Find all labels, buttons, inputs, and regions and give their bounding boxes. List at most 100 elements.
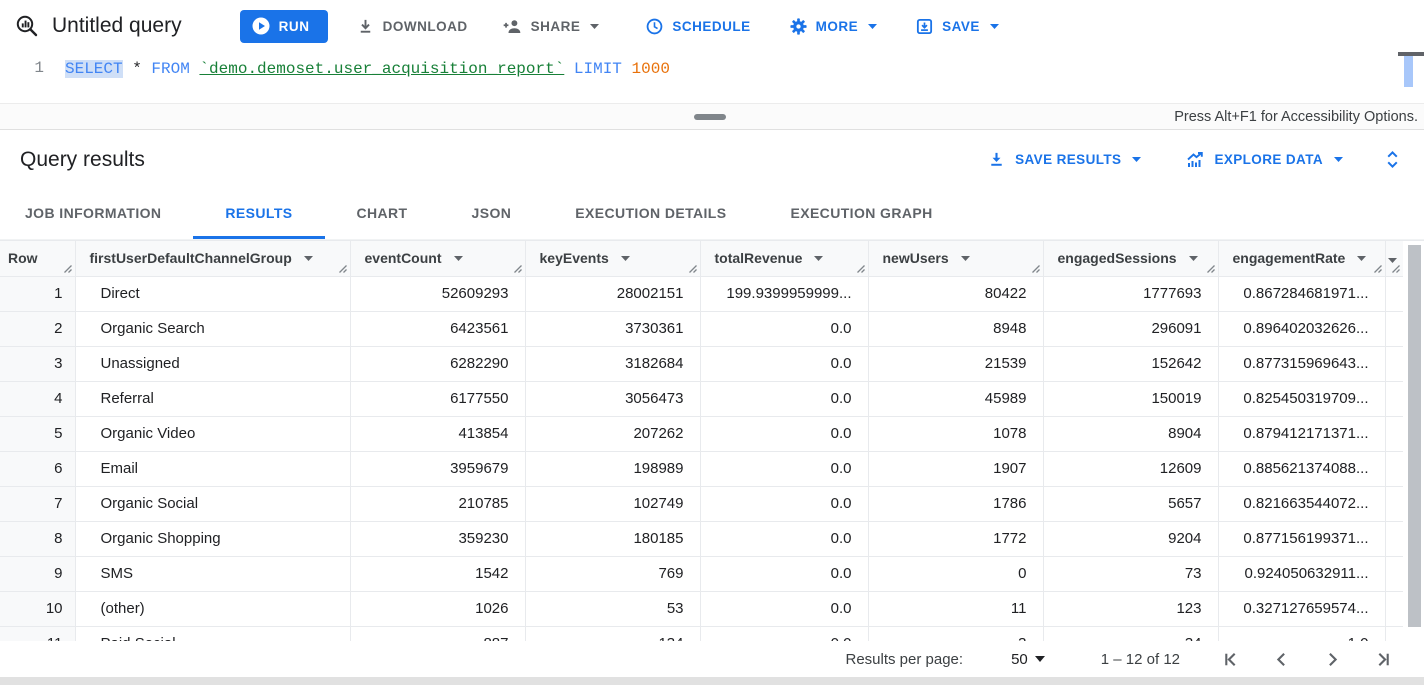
sql-code-line[interactable]: SELECT * FROM `demo.demoset.user_acquisi… [65, 58, 670, 80]
cell-eventCount: 3959679 [350, 451, 526, 487]
previous-page-button[interactable] [1271, 649, 1292, 670]
cell-partial [1385, 381, 1404, 417]
row-number: 6 [0, 451, 76, 487]
cell-partial [1385, 486, 1404, 522]
column-header-newUsers[interactable]: newUsers [868, 241, 1044, 277]
column-header-engagementRate[interactable]: engagementRate [1218, 241, 1386, 277]
caret-down-icon[interactable] [453, 255, 463, 261]
caret-down-icon[interactable] [1357, 255, 1367, 261]
cell-engagementRate: 0.877156199371... [1218, 521, 1386, 557]
explore-data-button[interactable]: EXPLORE DATA [1185, 150, 1343, 170]
cell-engagementRate: 0.327127659574... [1218, 591, 1386, 627]
cell-eventCount: 1542 [350, 556, 526, 592]
more-label: MORE [815, 18, 859, 34]
tab-results[interactable]: RESULTS [193, 189, 325, 239]
caret-down-icon[interactable] [303, 255, 313, 261]
chevron-down-icon [989, 23, 999, 29]
collapse-expand-button[interactable] [1383, 149, 1402, 170]
caret-down-icon[interactable] [1188, 255, 1198, 261]
sql-star: * [122, 60, 152, 78]
table-row: 4 Referral 6177550 3056473 0.0 45989 150019 0.8… [0, 381, 1404, 417]
cell-totalRevenue: 0.0 [700, 486, 869, 522]
table-row: 11Paid Social8871340.03341.0 [0, 626, 1404, 641]
column-header-row[interactable]: Row [0, 241, 76, 277]
more-button[interactable]: MORE [789, 8, 878, 44]
editor-scrollbar-thumb[interactable] [1404, 56, 1413, 87]
column-resize-icon[interactable] [513, 264, 523, 274]
chevron-down-icon [1034, 656, 1045, 662]
cell-engagedSessions: 152642 [1043, 346, 1219, 382]
first-page-button[interactable] [1220, 649, 1241, 670]
column-resize-icon[interactable] [856, 264, 866, 274]
share-button[interactable]: SHARE [502, 8, 600, 44]
cell-keyEvents: 769 [525, 556, 701, 592]
column-header-partial[interactable] [1385, 241, 1404, 277]
cell-partial [1385, 276, 1404, 312]
cell-partial [1385, 521, 1404, 557]
row-number: 7 [0, 486, 76, 522]
save-button[interactable]: SAVE [915, 8, 999, 44]
table-row: 2 Organic Search 6423561 3730361 0.0 8948 2960… [0, 311, 1404, 347]
cell-firstUserDefaultChannelGroup: Email [75, 451, 351, 487]
cell-totalRevenue: 199.9399959999... [700, 276, 869, 312]
page-size-select[interactable]: 50 [1011, 651, 1045, 668]
column-header-keyEvents[interactable]: keyEvents [525, 241, 701, 277]
tab-chart[interactable]: CHART [325, 189, 440, 239]
cell-firstUserDefaultChannelGroup: Unassigned [75, 346, 351, 382]
column-resize-icon[interactable] [1031, 264, 1041, 274]
column-resize-icon[interactable] [63, 264, 73, 274]
cell-eventCount: 6423561 [350, 311, 526, 347]
scrollbar-thumb[interactable] [1408, 245, 1421, 627]
run-button[interactable]: RUN [239, 9, 328, 43]
column-resize-icon[interactable] [1373, 264, 1383, 274]
row-number: 11 [0, 626, 76, 641]
column-header-engagedSessions[interactable]: engagedSessions [1043, 241, 1219, 277]
caret-down-icon[interactable] [960, 255, 970, 261]
results-table: Row firstUserDefaultChannelGroup eventCoun… [0, 241, 1404, 641]
cell-totalRevenue: 0.0 [700, 311, 869, 347]
column-header-totalRevenue[interactable]: totalRevenue [700, 241, 869, 277]
cell-keyEvents: 134 [525, 626, 701, 641]
cell-eventCount: 52609293 [350, 276, 526, 312]
column-resize-icon[interactable] [338, 264, 348, 274]
download-button[interactable]: DOWNLOAD [356, 8, 468, 44]
unfold-icon [1383, 149, 1402, 170]
table-reference-link[interactable]: `demo.demoset.user_acquisition_report` [199, 60, 565, 78]
column-header-eventCount[interactable]: eventCount [350, 241, 526, 277]
cell-eventCount: 359230 [350, 521, 526, 557]
cell-partial [1385, 556, 1404, 592]
column-resize-icon[interactable] [1391, 264, 1401, 274]
column-resize-icon[interactable] [688, 264, 698, 274]
tab-job-information[interactable]: JOB INFORMATION [25, 189, 193, 239]
schedule-button[interactable]: SCHEDULE [645, 8, 750, 44]
tab-json[interactable]: JSON [440, 189, 544, 239]
cell-newUsers: 21539 [868, 346, 1044, 382]
column-header-firstUserDefaultChannelGroup[interactable]: firstUserDefaultChannelGroup [75, 241, 351, 277]
cell-eventCount: 6177550 [350, 381, 526, 417]
next-page-button[interactable] [1322, 649, 1343, 670]
save-results-button[interactable]: SAVE RESULTS [987, 150, 1142, 169]
cell-keyEvents: 207262 [525, 416, 701, 452]
query-toolbar: Untitled query RUN DOWNLOAD SHARE [0, 0, 1424, 52]
tab-execution-details[interactable]: EXECUTION DETAILS [543, 189, 758, 239]
horizontal-scrollbar-track[interactable] [0, 677, 1424, 685]
pagination-bar: Results per page: 50 1 – 12 of 12 [0, 641, 1424, 677]
caret-down-icon[interactable] [814, 255, 824, 261]
splitter-drag-handle[interactable] [694, 114, 726, 120]
tab-execution-graph[interactable]: EXECUTION GRAPH [758, 189, 964, 239]
table-vertical-scrollbar[interactable] [1403, 241, 1424, 641]
explore-data-label: EXPLORE DATA [1214, 152, 1323, 167]
sql-editor[interactable]: 1 SELECT * FROM `demo.demoset.user_acqui… [0, 52, 1424, 103]
cell-engagedSessions: 8904 [1043, 416, 1219, 452]
last-page-button[interactable] [1373, 649, 1394, 670]
play-circle-icon [251, 16, 271, 36]
cell-eventCount: 887 [350, 626, 526, 641]
cell-newUsers: 45989 [868, 381, 1044, 417]
cell-keyEvents: 198989 [525, 451, 701, 487]
caret-down-icon[interactable] [620, 255, 630, 261]
run-label: RUN [278, 18, 310, 34]
column-resize-icon[interactable] [1206, 264, 1216, 274]
cell-engagementRate: 0.877315969643... [1218, 346, 1386, 382]
cell-totalRevenue: 0.0 [700, 556, 869, 592]
cell-totalRevenue: 0.0 [700, 416, 869, 452]
